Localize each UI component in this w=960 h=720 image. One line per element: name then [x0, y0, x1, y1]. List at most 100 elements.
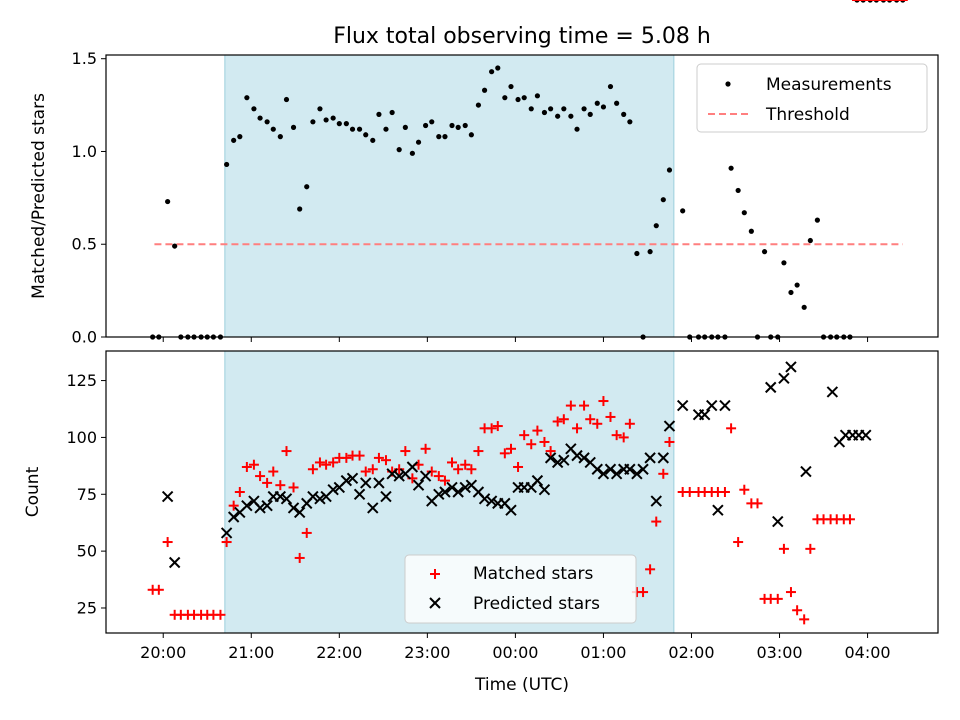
measurement-point: [534, 93, 541, 99]
predicted-star-marker-b: [778, 372, 790, 384]
predicted-star-marker-b: [800, 465, 812, 478]
measurement-point: [304, 184, 310, 190]
matched-star-point: [719, 487, 730, 497]
top-y-ticks: 0.0 0.5 1.0 1.5: [72, 49, 106, 347]
matched-star-point: [785, 587, 796, 598]
predicted-star-point: [433, 488, 445, 500]
measurement-point: [555, 113, 561, 119]
matched-star-point: [268, 466, 279, 477]
predicted-star-marker-b: [785, 361, 797, 373]
measurement-point: [508, 83, 514, 90]
predicted-star-point: [676, 399, 689, 412]
matched-star-point: [433, 471, 444, 482]
measurement-point: [462, 122, 468, 129]
measurement-point: [574, 126, 580, 132]
measurement-point: [237, 134, 243, 140]
predicted-star-point: [826, 386, 839, 398]
b-y-tick-label: 25: [77, 598, 97, 617]
measurement-point: [317, 106, 323, 112]
matched-star-point: [545, 446, 556, 457]
bottom-legend: Matched stars Predicted stars: [404, 554, 637, 624]
predicted-star-point: [220, 527, 233, 539]
measurement-point: [680, 208, 686, 214]
top-measurements-layer: [150, 0, 906, 340]
predicted-star-point: [712, 504, 724, 516]
matched-star-point: [262, 477, 273, 488]
predicted-star-point: [452, 486, 464, 498]
predicted-star-marker-b: [478, 493, 491, 505]
measurement-point: [356, 126, 363, 132]
x-tick-label: 20:00: [140, 643, 186, 662]
x-tick-label: 23:00: [404, 643, 450, 662]
measurement-point: [528, 106, 534, 112]
predicted-star-marker-b: [360, 477, 372, 489]
matched-star-point: [558, 414, 569, 425]
bottom-y-ticks: 25 50 75 100 125: [66, 371, 106, 617]
matched-star-point: [466, 464, 477, 475]
predicted-star-point: [353, 488, 366, 500]
predicted-star-point: [293, 506, 306, 519]
matched-star-point: [400, 446, 411, 457]
matched-star-point: [651, 516, 662, 527]
top-x-ticks: [162, 337, 869, 342]
predicted-star-point: [419, 470, 432, 482]
predicted-star-marker-b: [698, 408, 711, 421]
predicted-star-marker-b: [220, 527, 233, 539]
measurement-point: [600, 104, 607, 110]
predicted-star-point: [314, 493, 326, 505]
predicted-star-marker-b: [531, 474, 544, 487]
predicted-star-point: [650, 495, 662, 507]
legend-measurements-label: Measurements: [766, 75, 892, 95]
matched-star-point: [539, 436, 550, 447]
matched-star-point: [792, 605, 803, 616]
top-legend-box: [696, 63, 928, 133]
predicted-star-point: [373, 477, 385, 489]
predicted-star-marker-b: [712, 504, 724, 516]
measurement-point: [363, 132, 369, 138]
predicted-star-point: [772, 515, 784, 528]
predicted-star-marker-b: [578, 452, 590, 464]
measurement-point: [409, 150, 415, 156]
predicted-star-marker-b: [393, 470, 405, 482]
matched-star-point: [420, 443, 431, 454]
predicted-star-marker-b: [386, 468, 398, 480]
predicted-star-marker-b: [373, 477, 385, 489]
predicted-star-point: [597, 468, 610, 480]
predicted-star-point: [287, 502, 300, 514]
measurement-point: [495, 65, 501, 71]
legend-measurements-marker: [725, 81, 731, 87]
matched-star-point: [307, 464, 318, 475]
matched-star-point: [367, 464, 378, 475]
matched-star-point: [473, 446, 484, 457]
measurement-point: [310, 119, 316, 125]
matched-star-point: [221, 537, 232, 548]
predicted-star-marker-b: [485, 495, 498, 507]
predicted-star-marker-b: [637, 463, 649, 475]
top-y-axis-label: Matched/Predicted stars: [29, 93, 49, 299]
predicted-star-marker-b: [505, 504, 517, 516]
predicted-star-point: [544, 452, 557, 464]
predicted-star-point: [657, 452, 670, 464]
predicted-star-marker-b: [367, 502, 379, 514]
predicted-star-point: [644, 452, 656, 464]
legend-matched-label: Matched stars: [473, 564, 593, 584]
b-y-tick-label: 100: [66, 428, 97, 447]
predicted-star-marker-b: [765, 381, 777, 394]
predicted-star-marker-b: [650, 495, 662, 507]
measurement-point: [396, 147, 402, 153]
predicted-star-point: [327, 484, 339, 496]
measurement-point: [290, 124, 297, 130]
matched-star-point: [772, 593, 783, 604]
legend-predicted-label: Predicted stars: [473, 594, 600, 614]
matched-star-point: [592, 418, 603, 429]
x-axis-label: Time (UTC): [474, 675, 569, 695]
measurement-point: [634, 250, 640, 257]
predicted-star-point: [406, 461, 419, 473]
matched-star-point: [486, 423, 497, 434]
matched-star-point: [314, 457, 325, 468]
measurement-point: [330, 115, 336, 121]
matched-star-point: [162, 537, 173, 548]
measurement-point: [165, 198, 171, 205]
x-tick-label: 02:00: [668, 643, 714, 662]
measurement-point: [257, 115, 263, 121]
